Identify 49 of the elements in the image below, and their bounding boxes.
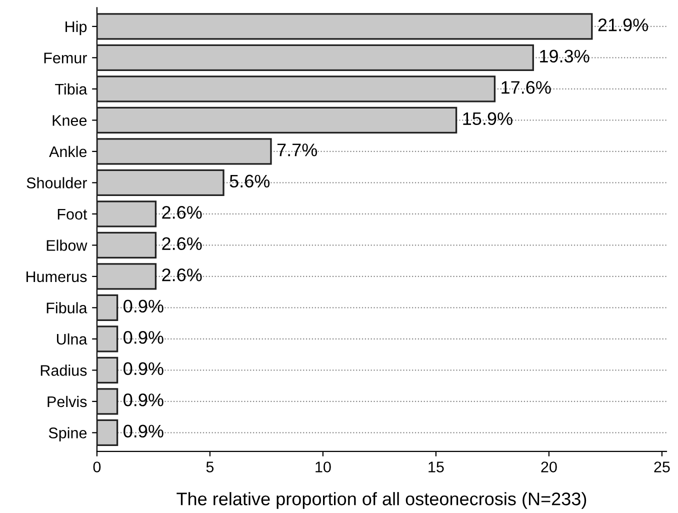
data-label: 0.9% [124,424,164,438]
data-label: 21.9% [598,18,648,32]
x-tick-label: 5 [206,462,214,472]
y-tick-label: Shoulder [26,177,87,188]
y-tick-label: Tibia [55,83,88,95]
bar [96,263,157,290]
y-tick-label: Ankle [49,146,87,158]
bar [96,356,118,384]
bar [96,169,224,196]
x-tick-label: 25 [654,462,670,472]
data-label: 17.6% [502,81,551,94]
data-label: 0.9% [124,362,164,376]
y-tick-label: Foot [58,208,88,220]
y-tick-label: Hip [66,20,87,36]
data-label: 7.7% [277,144,318,156]
y-tick-label: Ulna [56,333,88,345]
bar [96,76,496,102]
y-tick-label: Fibula [46,302,88,314]
x-tick-label: 15 [428,462,444,472]
y-tick-label: Femur [44,52,87,64]
bar [96,326,118,352]
y-tick-label: Elbow [46,240,88,251]
bar [96,200,157,228]
x-tick-label: 0 [93,462,101,472]
y-tick-label: Spine [48,427,87,442]
bar [96,13,593,40]
y-tick-label: Knee [52,115,87,126]
data-label: 15.9% [463,112,512,126]
y-tick-label: Humerus [26,271,87,282]
x-axis-title: The relative proportion of all osteonecrosis (N=233) [176,492,586,509]
bar [96,138,272,165]
y-tick-label: Radius [40,364,87,376]
x-tick-label: 10 [316,462,331,472]
bar [96,44,534,72]
data-label: 2.6% [162,237,202,250]
data-label: 0.9% [124,300,164,313]
x-tick-label: 20 [541,462,557,472]
bar [96,106,458,134]
data-label: 0.9% [124,331,164,344]
y-tick-label: Pelvis [48,396,87,408]
data-label: 2.6% [162,206,202,219]
bar [96,388,118,415]
data-label: 0.9% [124,394,164,406]
data-label: 19.3% [540,50,590,63]
bar [96,419,118,446]
bar [96,232,157,259]
bar [96,294,118,322]
data-label: 2.6% [162,268,202,282]
data-label: 5.6% [230,174,270,188]
